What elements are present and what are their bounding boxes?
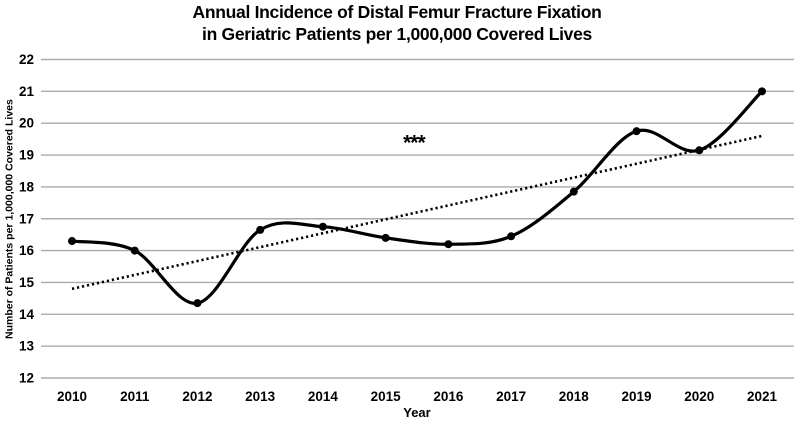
- x-tick-label-2013: 2013: [245, 389, 276, 404]
- x-tick-label-2012: 2012: [182, 389, 212, 404]
- data-point-2020: [695, 146, 704, 155]
- x-tick-label-2014: 2014: [308, 389, 339, 404]
- y-tick-label-18: 18: [19, 179, 35, 194]
- incidence-curve: [70, 89, 764, 305]
- x-tick-label-2020: 2020: [684, 389, 714, 404]
- chart-title: Annual Incidence of Distal Femur Fractur…: [0, 1, 794, 45]
- chart-title-line-1: Annual Incidence of Distal Femur Fractur…: [192, 2, 602, 22]
- x-tick-label-2010: 2010: [57, 389, 87, 404]
- data-point-2021: [757, 87, 766, 96]
- y-tick-label-17: 17: [19, 211, 34, 226]
- data-point-2011: [130, 246, 139, 255]
- trend-line: [71, 134, 763, 291]
- x-tick-label-2017: 2017: [496, 389, 526, 404]
- x-tick-label-2011: 2011: [120, 389, 150, 404]
- x-tick-label-2021: 2021: [747, 389, 778, 404]
- y-tick-label-20: 20: [19, 116, 34, 131]
- y-tick-label-19: 19: [19, 148, 34, 163]
- data-point-2018: [569, 187, 578, 196]
- data-point-2017: [507, 232, 516, 241]
- x-tick-label-2015: 2015: [371, 389, 402, 404]
- data-point-2019: [632, 127, 641, 136]
- data-point-2016: [444, 240, 453, 249]
- data-point-2015: [381, 233, 390, 242]
- y-tick-label-13: 13: [19, 339, 35, 354]
- data-point-2014: [318, 222, 327, 231]
- data-point-2012: [193, 299, 202, 308]
- x-tick-label-2016: 2016: [433, 389, 464, 404]
- y-tick-label-21: 21: [19, 84, 35, 99]
- y-tick-label-12: 12: [19, 371, 34, 386]
- y-tick-label-14: 14: [19, 307, 35, 322]
- y-tick-label-16: 16: [19, 243, 35, 258]
- chart-title-line-2: in Geriatric Patients per 1,000,000 Cove…: [202, 24, 592, 44]
- x-axis-title: Year: [403, 405, 431, 420]
- data-point-2010: [68, 237, 76, 246]
- y-tick-label-15: 15: [19, 275, 35, 290]
- data-point-2013: [256, 225, 265, 234]
- x-tick-label-2019: 2019: [622, 389, 652, 404]
- y-tick-label-22: 22: [19, 52, 34, 67]
- significance-annotation: ***: [403, 132, 426, 155]
- x-tick-label-2018: 2018: [559, 389, 590, 404]
